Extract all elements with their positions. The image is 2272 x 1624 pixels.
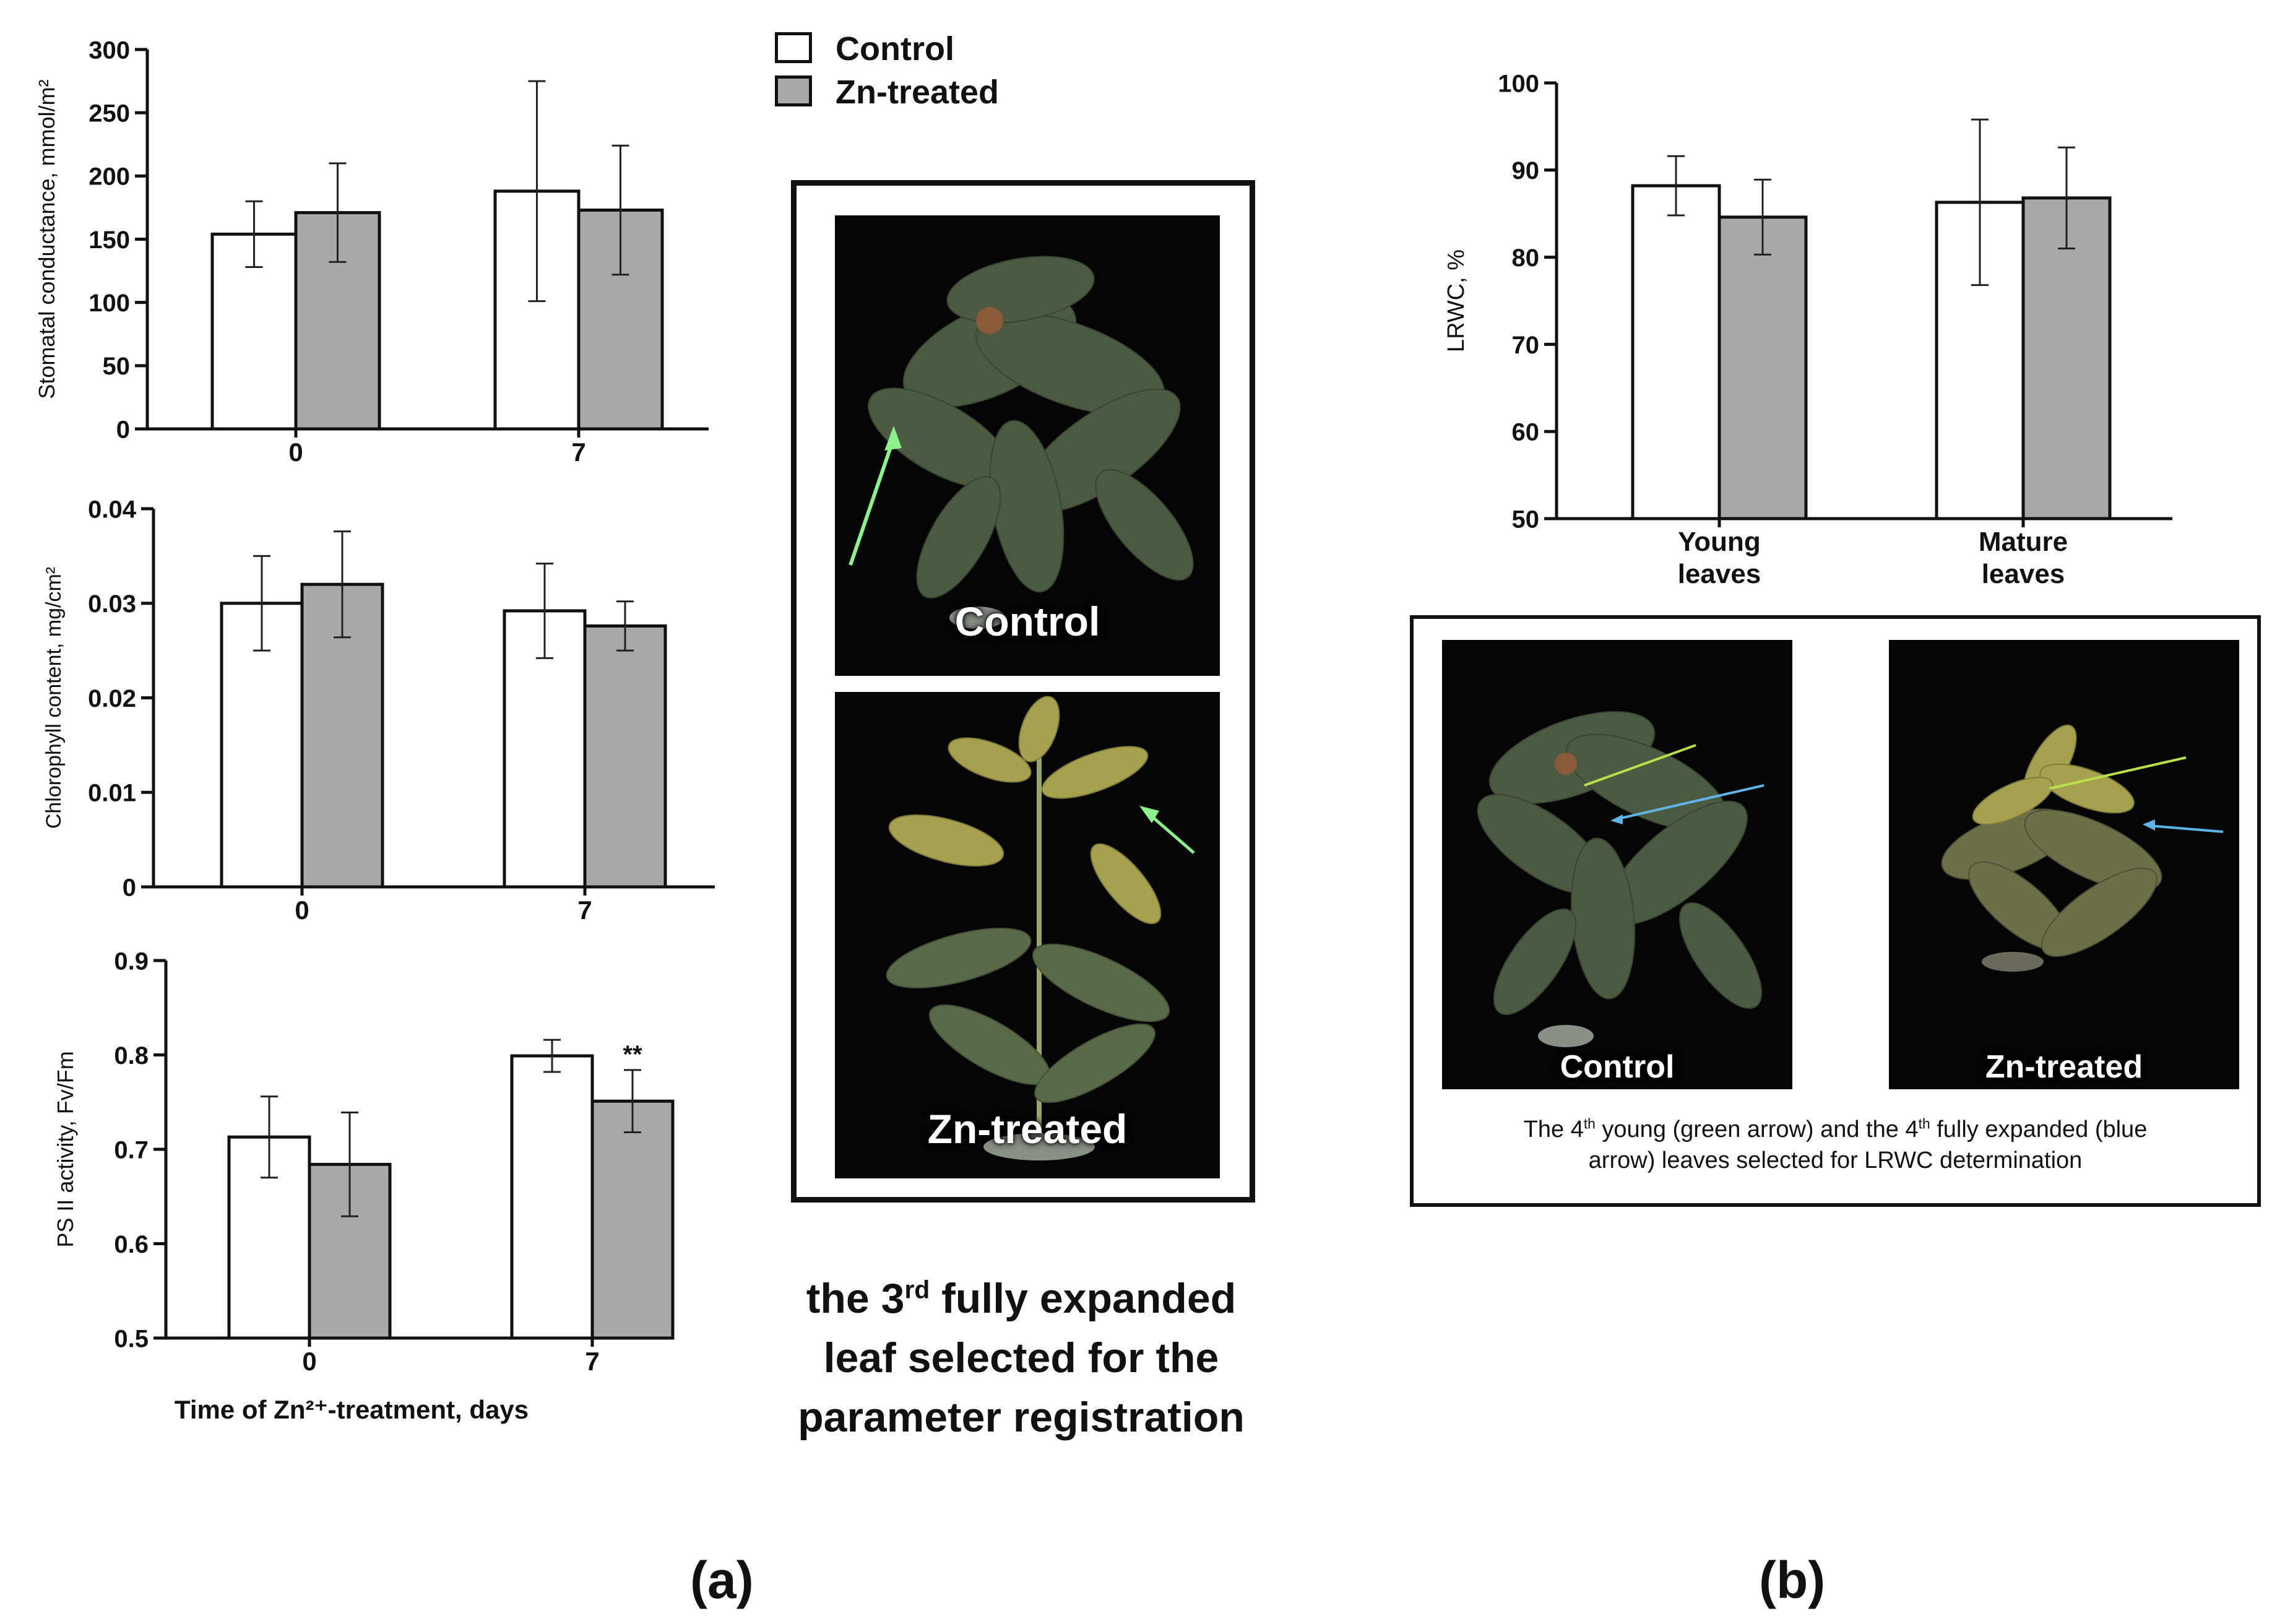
- lrwc-bar-zn-treated: [2021, 196, 2112, 520]
- photo-label-control-a: Control: [954, 598, 1100, 644]
- lrwc-x-tick-label: leaves: [1982, 559, 2065, 589]
- stomatal-x-tick-label: 0: [288, 438, 303, 467]
- chlorophyll-y-tick-label: 0.04: [88, 496, 137, 523]
- photo-label-control-b: Control: [1560, 1049, 1675, 1085]
- stomatal-y-tick-label: 300: [89, 37, 130, 64]
- psii-y-tick-label: 0.8: [114, 1042, 149, 1069]
- psii-y-tick-label: 0.6: [114, 1231, 149, 1258]
- lrwc-bar-zn-treated: [1717, 215, 1808, 520]
- photo-control-b: Control: [1442, 640, 1792, 1089]
- lrwc-y-tick-label: 60: [1512, 419, 1540, 446]
- photo-label-zn-b: Zn-treated: [1985, 1049, 2143, 1085]
- plant-illustration-zn-b: [1941, 724, 2224, 972]
- stomatal-y-tick-label: 250: [89, 100, 130, 127]
- lrwc-x-tick-label: Young: [1678, 527, 1761, 557]
- chlorophyll-y-tick-label: 0: [123, 874, 136, 901]
- stomatal-x-tick-label: 7: [571, 438, 585, 467]
- chlorophyll-y-tick-label: 0.03: [88, 590, 136, 618]
- lrwc-bar-control: [1631, 184, 1721, 520]
- chlorophyll-x-tick-label: 0: [295, 896, 309, 925]
- psii-y-axis-label: PS II activity, Fv/Fm: [53, 1051, 78, 1247]
- plant-illustration-zn-a: [886, 696, 1195, 1160]
- stomatal-y-tick-label: 0: [116, 416, 130, 443]
- panel-letter-b: (b): [1759, 1551, 1826, 1609]
- psii-bar-zn-treated: [590, 1099, 675, 1340]
- photo-zn-a: Zn-treated: [835, 692, 1220, 1178]
- lrwc-y-tick-label: 90: [1512, 157, 1540, 184]
- stomatal-y-tick-label: 50: [103, 353, 131, 380]
- plant-illustration-control-a: [849, 256, 1194, 629]
- photo-zn-b: Zn-treated: [1889, 640, 2239, 1089]
- photo-frame-a: Control Zn-treated: [791, 180, 1255, 1203]
- caption-b-sup1: th: [1583, 1115, 1596, 1132]
- chlorophyll-x-tick-label: 7: [577, 896, 592, 925]
- chlorophyll-y-tick-label: 0.02: [88, 685, 136, 712]
- photo-frame-b: Control Zn-treated The 4th young (green …: [1410, 615, 2261, 1207]
- caption-a-line1-post: fully expanded: [930, 1275, 1237, 1322]
- caption-a-line2: leaf selected for the: [823, 1334, 1219, 1381]
- chlorophyll-bar-zn-treated: [583, 624, 667, 889]
- lrwc-x-tick-label: leaves: [1678, 559, 1761, 589]
- caption-b: The 4th young (green arrow) and the 4th …: [1414, 1114, 2257, 1176]
- caption-a-line1-pre: the 3: [806, 1275, 905, 1322]
- stomatal-y-tick-label: 100: [89, 290, 130, 317]
- stomatal-y-tick-label: 200: [89, 163, 130, 191]
- lrwc-y-tick-label: 50: [1512, 506, 1540, 533]
- psii-y-tick-label: 0.7: [114, 1136, 149, 1164]
- caption-a-line1: the 3rd fully expanded: [712, 1269, 1331, 1328]
- legend-swatch-zn-treated: [775, 76, 812, 106]
- legend-label-zn-treated: Zn-treated: [836, 74, 1000, 111]
- stomatal-y-tick-label: 150: [89, 227, 130, 254]
- caption-b-part1: The 4: [1523, 1116, 1584, 1142]
- psii-y-tick-label: 0.9: [114, 948, 149, 975]
- caption-b-line1: The 4th young (green arrow) and the 4th …: [1414, 1114, 2257, 1145]
- lrwc-x-tick-label: Mature: [1979, 527, 2068, 557]
- lrwc-y-tick-label: 70: [1512, 332, 1540, 359]
- caption-a-line3: parameter registration: [798, 1394, 1245, 1441]
- lrwc-y-tick-label: 80: [1512, 244, 1540, 272]
- legend-label-control: Control: [836, 30, 954, 67]
- caption-b-part2: young (green arrow) and the 4: [1595, 1116, 1919, 1142]
- psii-y-tick-label: 0.5: [114, 1325, 149, 1352]
- photo-control-a: Control: [835, 215, 1220, 676]
- caption-a-line1-sup: rd: [904, 1275, 930, 1304]
- chlorophyll-y-tick-label: 0.01: [88, 780, 136, 807]
- caption-b-sup2: th: [1918, 1115, 1930, 1132]
- lrwc-y-axis-label: LRWC, %: [1443, 249, 1469, 352]
- stomatal-y-axis-label: Stomatal conductance, mmol/m²: [34, 79, 59, 399]
- psii-x-tick-label: 7: [585, 1347, 599, 1376]
- panel-letter-a: (a): [690, 1551, 754, 1609]
- psii-x-tick-label: 0: [302, 1347, 316, 1376]
- psii-significance-label: **: [623, 1041, 642, 1068]
- caption-b-line2: arrow) leaves selected for LRWC determin…: [1588, 1147, 2083, 1173]
- caption-b-part3: fully expanded (blue: [1930, 1116, 2148, 1142]
- psii-bar-control: [510, 1054, 594, 1340]
- photo-label-zn-a: Zn-treated: [927, 1106, 1128, 1152]
- legend-swatch-control: [775, 32, 812, 63]
- caption-a: the 3rd fully expanded leaf selected for…: [712, 1269, 1331, 1447]
- chlorophyll-y-axis-label: Chlorophyll content, mg/cm²: [42, 567, 66, 829]
- plant-illustration-control-b: [1477, 711, 1764, 1047]
- psii-x-axis-label: Time of Zn²⁺-treatment, days: [175, 1395, 529, 1424]
- lrwc-y-tick-label: 100: [1498, 70, 1539, 97]
